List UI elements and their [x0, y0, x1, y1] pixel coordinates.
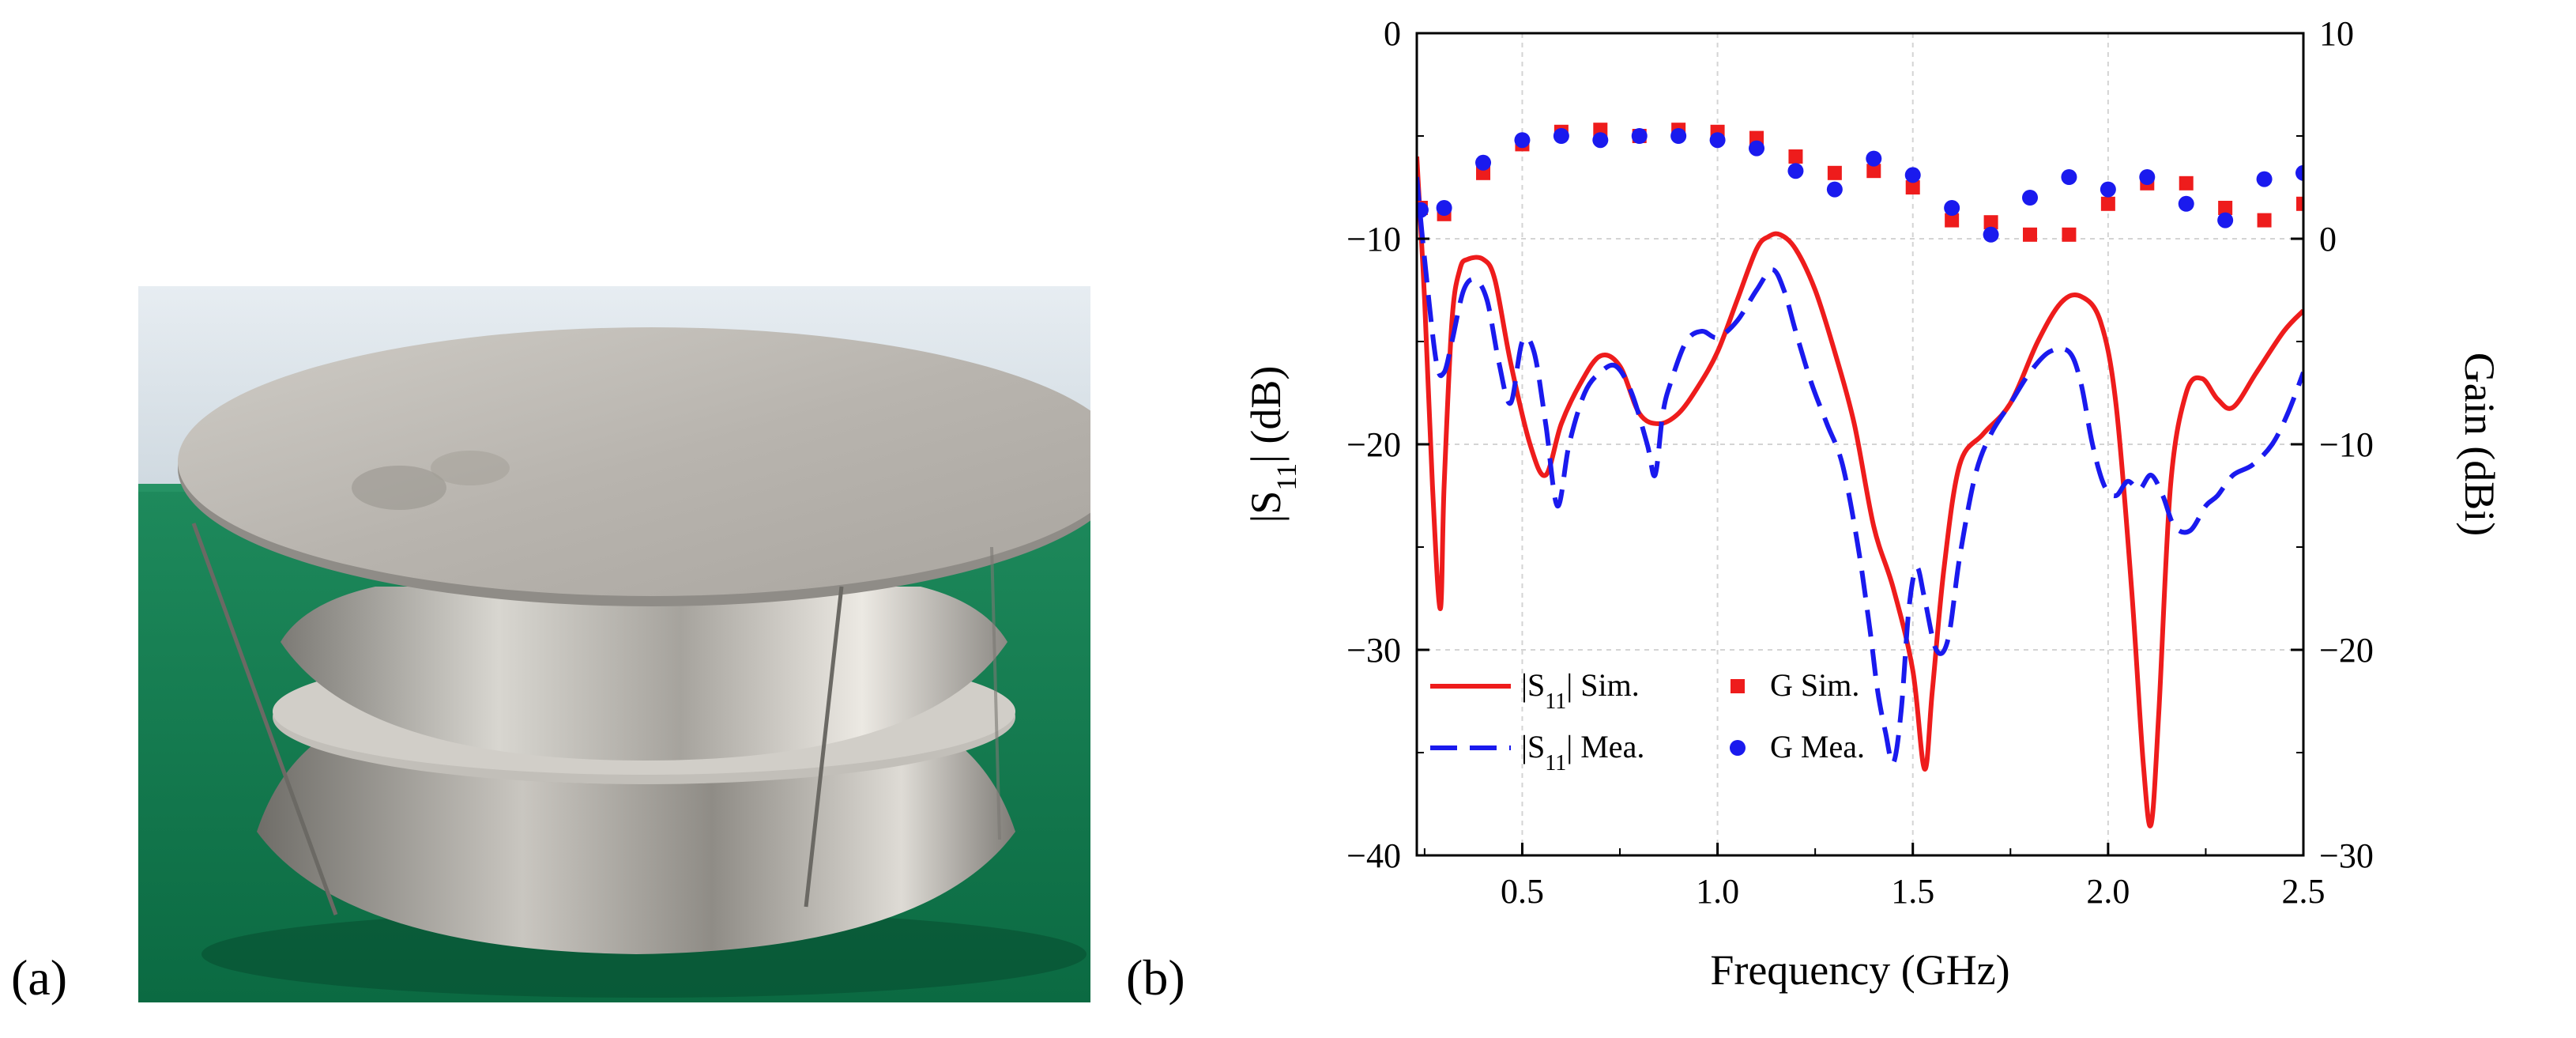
gain-mea-point	[2061, 169, 2077, 185]
gain-sim-point	[2179, 176, 2194, 191]
gain-mea-point	[1749, 140, 1765, 157]
gain-mea-point	[2256, 171, 2273, 187]
gain-mea-point	[1514, 132, 1531, 149]
y-left-tick-label: −20	[1346, 425, 1401, 464]
x-axis-label: Frequency (GHz)	[1710, 946, 2009, 994]
gain-sim-point	[1983, 215, 1998, 230]
x-tick-label: 2.0	[2086, 872, 2130, 911]
y-left-tick-label: 0	[1384, 14, 1401, 53]
gain-mea-point	[2100, 181, 2116, 198]
legend-g-mea-swatch	[1730, 740, 1746, 756]
gain-mea-point	[1944, 200, 1960, 216]
gain-sim-point	[1788, 149, 1803, 164]
gain-mea-point	[1417, 202, 1429, 218]
y-left-tick-label: −10	[1346, 220, 1401, 259]
gain-sim-point	[2023, 227, 2038, 242]
gain-mea-point	[1826, 181, 1843, 198]
gain-sim-point	[2062, 227, 2077, 242]
gain-mea-point	[1670, 128, 1687, 144]
x-tick-label: 1.5	[1891, 872, 1934, 911]
gain-sim-point	[1866, 164, 1881, 179]
gain-mea-point	[1709, 132, 1726, 149]
gain-mea-point	[1866, 150, 1882, 167]
series-g-mea	[1417, 128, 2303, 243]
panel-label-b: (b)	[1126, 949, 1185, 1006]
series-g-sim	[1417, 123, 2303, 242]
legend-g-mea-label: G Mea.	[1770, 729, 1865, 764]
gain-sim-point	[2257, 213, 2272, 228]
x-tick-label: 1.0	[1696, 872, 1739, 911]
gain-mea-point	[1904, 167, 1921, 183]
s11-gain-chart: 0.5 1.0 1.5 2.0 2.5 0 −10 −20 −30 −40 10 0 −10 −20 −30…	[1169, 0, 2576, 1034]
gain-mea-point	[2022, 190, 2039, 206]
gain-mea-point	[1983, 226, 1999, 243]
legend-g-sim-label: G Sim.	[1770, 667, 1859, 703]
series-s11-mea-line	[1417, 176, 2303, 766]
y-right-tick-label: 10	[2319, 14, 2354, 53]
antenna-photo	[138, 286, 1126, 1002]
y-right-tick-label: 0	[2319, 220, 2337, 259]
gain-sim-point	[2100, 196, 2115, 211]
y-left-tick-label: −40	[1346, 836, 1401, 875]
legend: |S11| Sim. |S11| Mea. G Sim. G Mea.	[1430, 667, 1865, 776]
gain-sim-point	[2218, 201, 2233, 215]
x-tick-label: 0.5	[1501, 872, 1544, 911]
gain-mea-point	[2178, 195, 2194, 212]
y-left-tick-label: −30	[1346, 631, 1401, 670]
axes: 0.5 1.0 1.5 2.0 2.5 0 −10 −20 −30 −40 10 0 −10 −20 −30	[1346, 14, 2374, 911]
gain-mea-point	[1631, 128, 1648, 144]
legend-g-sim-swatch	[1731, 679, 1745, 693]
gain-mea-point	[1787, 163, 1804, 179]
series-layer	[1417, 123, 2303, 829]
gain-mea-point	[2139, 169, 2156, 185]
gain-sim-point	[1905, 180, 1920, 194]
gain-mea-point	[1592, 132, 1609, 149]
legend-s11-sim-label: |S11| Sim.	[1521, 667, 1640, 714]
y-right-axis-label: Gain (dBi)	[2456, 353, 2503, 536]
y-left-axis-label: |S11| (dB)	[1242, 366, 1302, 523]
gain-mea-point	[1475, 154, 1492, 171]
legend-s11-mea-label: |S11| Mea.	[1521, 729, 1644, 776]
gain-mea-point	[2295, 164, 2303, 181]
y-right-tick-label: −30	[2319, 836, 2374, 875]
series-s11-sim-line	[1417, 156, 2303, 829]
gain-sim-point	[2296, 196, 2303, 211]
panel-label-a: (a)	[11, 949, 68, 1006]
y-right-tick-label: −20	[2319, 631, 2374, 670]
gain-mea-point	[1436, 200, 1452, 216]
gain-mea-point	[1553, 128, 1569, 144]
gain-sim-point	[1827, 165, 1842, 180]
y-right-tick-label: −10	[2319, 425, 2374, 464]
gain-mea-point	[2217, 212, 2234, 228]
gain-sim-point	[1945, 213, 1960, 228]
x-tick-label: 2.5	[2282, 872, 2326, 911]
